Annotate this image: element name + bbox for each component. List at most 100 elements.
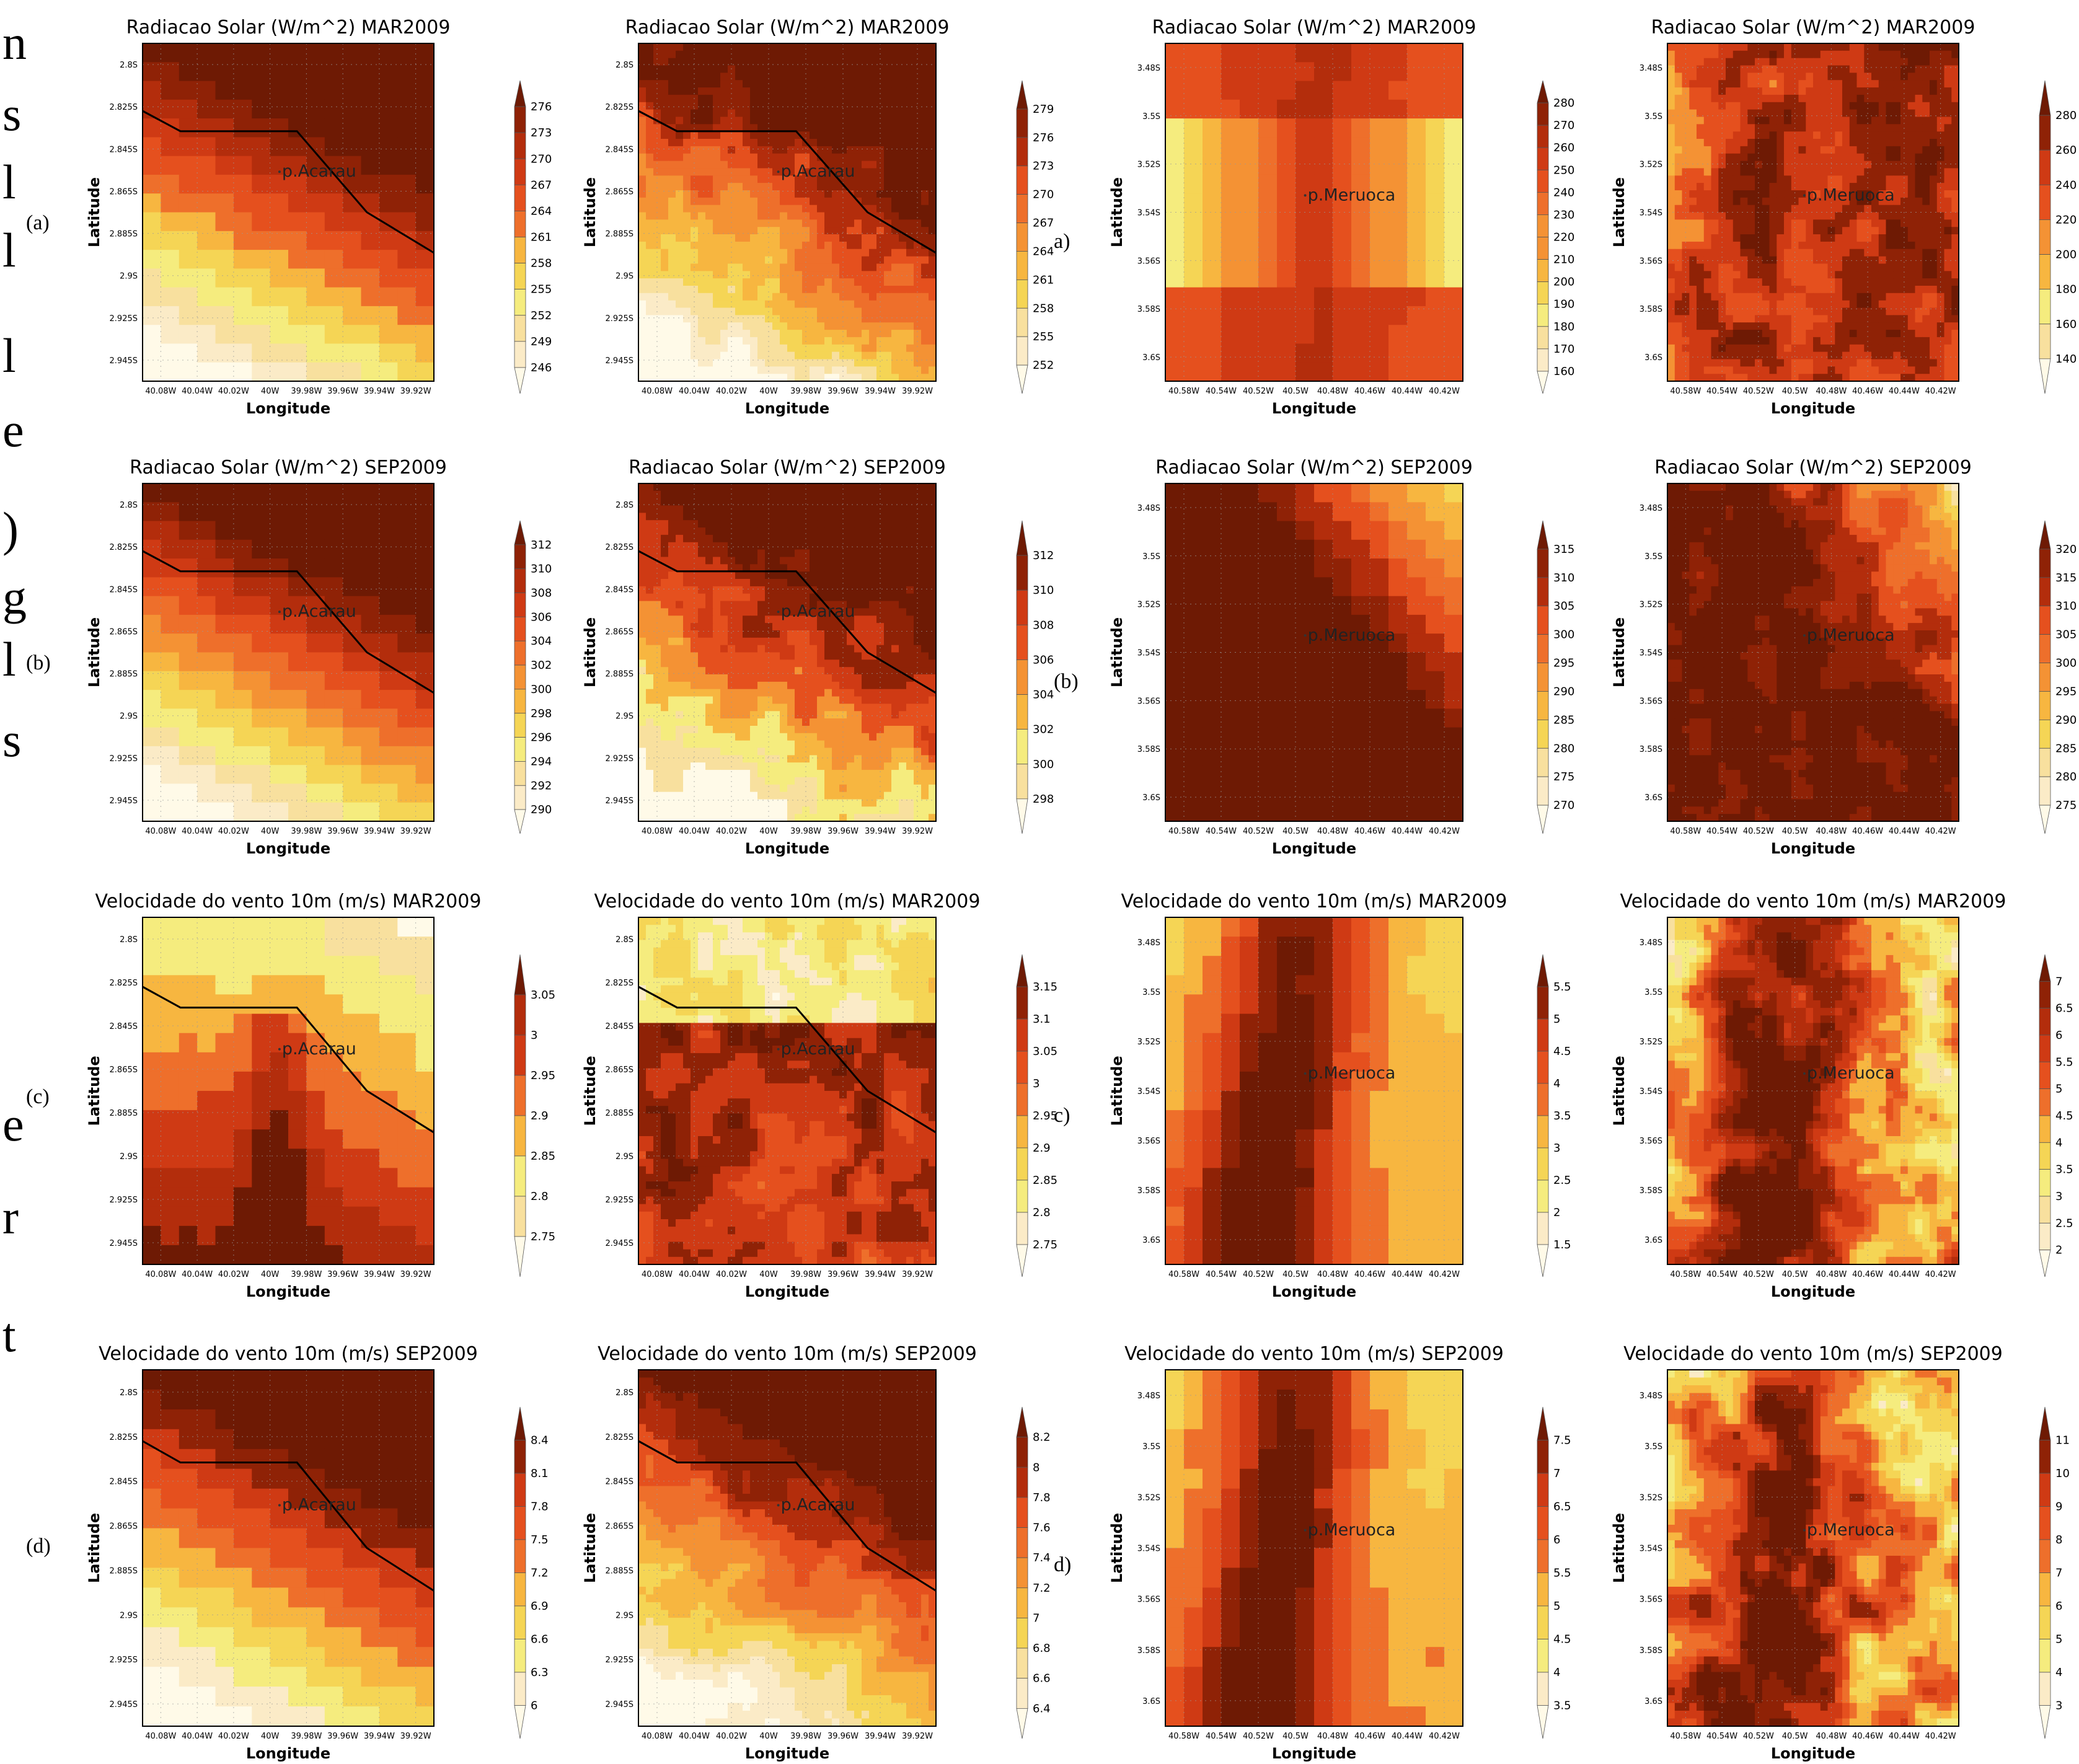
heatmap-cell (661, 366, 669, 374)
heatmap-cell (1777, 242, 1784, 249)
heatmap-cell (1813, 301, 1821, 308)
heatmap-cell (720, 213, 728, 220)
heatmap-cell (1871, 73, 1879, 80)
heatmap-cell (735, 73, 743, 80)
heatmap-cell (638, 198, 647, 205)
heatmap-cell (197, 671, 216, 690)
heatmap-cell (817, 374, 825, 381)
heatmap-cell (787, 205, 795, 213)
heatmap-cell (929, 491, 937, 498)
heatmap-cell (288, 231, 307, 250)
heatmap-cell (1689, 345, 1697, 352)
heatmap-cell (817, 491, 825, 498)
heatmap-cell (832, 249, 840, 257)
heatmap-cell (1733, 110, 1741, 117)
colorbar-label: 240 (1553, 186, 1574, 199)
heatmap-cell (683, 506, 691, 513)
heatmap-cell (839, 198, 847, 205)
heatmap-cell (1922, 301, 1930, 308)
heatmap-cell (1726, 213, 1733, 220)
heatmap-cell (921, 330, 929, 337)
heatmap-cell (1922, 43, 1930, 51)
colorbar-segment (1017, 138, 1028, 166)
heatmap-cell (325, 653, 343, 672)
heatmap-cell (705, 117, 713, 125)
heatmap-cell (832, 257, 840, 264)
heatmap-cell (1857, 330, 1865, 337)
heatmap-cell (824, 227, 832, 234)
heatmap-cell (1682, 175, 1690, 183)
heatmap-cell (668, 131, 676, 139)
heatmap-cell (1799, 242, 1806, 249)
heatmap-cell (646, 175, 654, 183)
heatmap-cell (720, 66, 728, 73)
heatmap-cell (1221, 325, 1240, 344)
heatmap-cell (1741, 345, 1748, 352)
heatmap-cell (161, 325, 179, 344)
heatmap-cell (1770, 58, 1777, 66)
heatmap-cell (288, 558, 307, 578)
heatmap-cell (854, 43, 862, 51)
heatmap-cell (698, 286, 706, 293)
heatmap-cell (197, 577, 216, 596)
y-tick-label: 2.9S (616, 272, 633, 281)
heatmap-cell (1682, 374, 1690, 381)
heatmap-cell (668, 161, 676, 169)
heatmap-cell (252, 633, 270, 653)
heatmap-cell (705, 242, 713, 249)
heatmap-cell (1351, 325, 1371, 344)
heatmap-cell (638, 315, 647, 322)
heatmap-cell (1784, 352, 1791, 359)
heatmap-cell (676, 293, 684, 301)
heatmap-cell (1184, 268, 1203, 288)
heatmap-cell (1351, 137, 1371, 156)
station-marker (1803, 194, 1806, 196)
heatmap-cell (884, 139, 892, 146)
heatmap-cell (216, 231, 234, 250)
station-label: p.Acarau (282, 602, 356, 621)
heatmap-cell (661, 491, 669, 498)
heatmap-cell (1741, 66, 1748, 73)
heatmap-cell (1741, 161, 1748, 169)
heatmap-cell (661, 190, 669, 198)
heatmap-cell (884, 337, 892, 345)
heatmap-cell (1850, 301, 1857, 308)
heatmap-cell (143, 62, 161, 81)
heatmap-cell (899, 80, 907, 87)
heatmap-cell (416, 633, 435, 653)
heatmap-cell (1930, 73, 1937, 80)
heatmap-cell (713, 249, 721, 257)
heatmap-cell (720, 51, 728, 58)
heatmap-cell (1857, 80, 1865, 87)
heatmap-cell (1908, 213, 1915, 220)
heatmap-cell (1922, 293, 1930, 301)
heatmap-cell (1770, 80, 1777, 87)
heatmap-cells (638, 483, 937, 822)
heatmap-cell (676, 498, 684, 506)
heatmap-cell (1711, 352, 1719, 359)
heatmap-cell (1718, 154, 1726, 161)
heatmap-cell (1944, 168, 1952, 175)
heatmap-cell (1915, 337, 1923, 345)
heatmap-cell (862, 73, 870, 80)
heatmap-cell (1922, 66, 1930, 73)
heatmap-cell (1893, 95, 1900, 102)
heatmap-cell (891, 330, 899, 337)
heatmap-cell (638, 43, 647, 51)
heatmap-cell (325, 62, 343, 81)
heatmap-cell (1682, 213, 1690, 220)
heatmap-cell (1821, 43, 1828, 51)
heatmap-cell (780, 73, 788, 80)
heatmap-cell (869, 205, 877, 213)
heatmap-cell (780, 80, 788, 87)
heatmap-cell (750, 234, 758, 242)
heatmap-cell (379, 803, 398, 822)
heatmap-cell (1835, 345, 1842, 352)
heatmap-cell (638, 183, 647, 190)
heatmap-cell (750, 183, 758, 190)
heatmap-cell (252, 306, 270, 325)
heatmap-cell (1951, 366, 1959, 374)
heatmap-cell (1726, 131, 1733, 139)
heatmap-cell (929, 263, 937, 271)
heatmap-cell (1770, 242, 1777, 249)
